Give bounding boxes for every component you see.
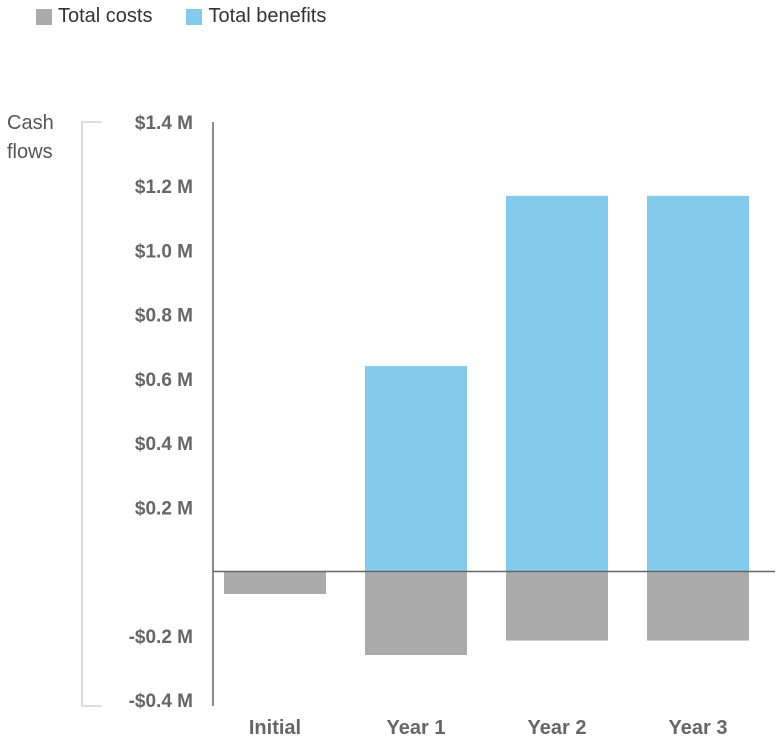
bar-costs-0: [224, 571, 326, 595]
legend-item-benefits: Total benefits: [186, 5, 326, 28]
bar-costs-3: [647, 571, 749, 641]
y-axis-title: Cash flows: [7, 112, 54, 163]
y-tick-label-6: $0.2 M: [135, 498, 193, 519]
y-tick-label-1: $1.2 M: [135, 177, 193, 198]
x-tick-label-1: Year 1: [387, 717, 446, 739]
x-tick-label-3: Year 3: [669, 717, 728, 739]
x-tick-label-0: Initial: [249, 717, 301, 739]
y-tick-label-3: $0.8 M: [135, 306, 193, 327]
bar-benefits-1: [365, 366, 467, 572]
legend-label-costs: Total costs: [58, 5, 153, 27]
x-tick-label-2: Year 2: [528, 717, 587, 739]
chart-legend: Total costs Total benefits: [36, 5, 360, 28]
legend-label-benefits: Total benefits: [208, 5, 327, 27]
y-tick-label-4: $0.6 M: [135, 370, 193, 391]
y-tick-label-2: $1.0 M: [135, 241, 193, 262]
legend-swatch-costs: [36, 8, 52, 25]
legend-swatch-benefits: [186, 8, 203, 25]
y-tick-label-0: $1.4 M: [135, 113, 193, 134]
y-tick-label-7: -$0.2 M: [129, 627, 193, 648]
bar-benefits-3: [647, 195, 749, 572]
legend-item-costs: Total costs: [36, 5, 152, 28]
bar-benefits-2: [506, 195, 608, 572]
bar-costs-2: [506, 571, 608, 641]
y-tick-label-5: $0.4 M: [135, 434, 193, 455]
bar-costs-1: [365, 571, 467, 656]
y-tick-label-8: -$0.4 M: [129, 691, 193, 712]
y-title-bracket: [81, 121, 102, 707]
